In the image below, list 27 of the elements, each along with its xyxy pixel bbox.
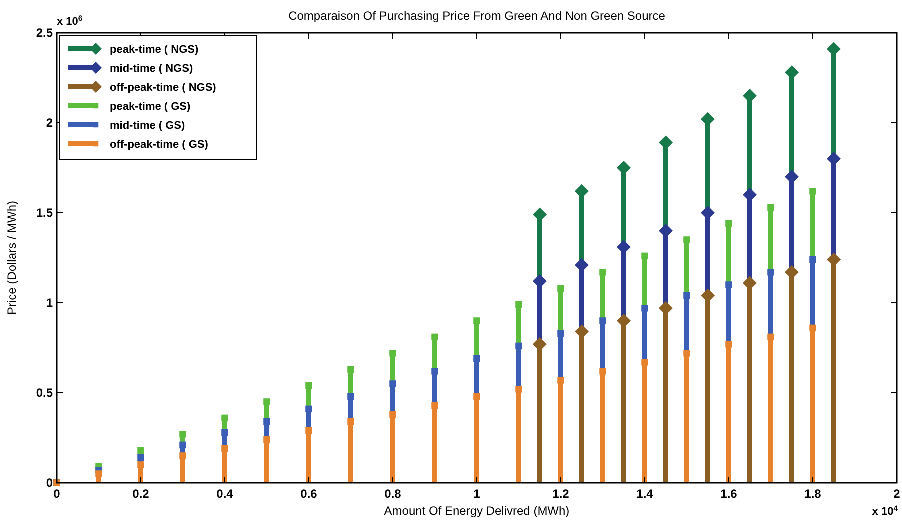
legend-label: peak-time ( NGS) [110,44,199,56]
x-tick-label: 0.2 [132,487,150,501]
y-tick-label: 2 [46,116,54,130]
y-tick-label: 0.5 [36,386,54,400]
x-tick-label: 2 [894,487,901,501]
x-tick-label: 0.6 [300,487,318,501]
x-axis-title: Amount Of Energy Delivred (MWh) [384,504,570,518]
legend-label: off-peak-time ( NGS) [110,82,217,94]
chart-title: Comparaison Of Purchasing Price From Green And Non Green Source [288,9,666,23]
x-tick-label: 1.8 [804,487,822,501]
x-tick-label: 1 [474,487,481,501]
y-tick-label: 2.5 [36,26,54,40]
text: x 10$^{4}$ [872,504,899,518]
x-tick-label: 1.4 [636,487,654,501]
legend-label: peak-time ( GS) [110,101,192,113]
x-tick-label: 1.2 [552,487,570,501]
legend-label: mid-time ( NGS) [110,63,194,75]
legend-label: mid-time ( GS) [110,120,186,132]
y-tick-label: 1 [46,296,54,310]
text: x 10$^{6}$ [57,14,83,28]
x-tick-label: 0.4 [216,487,234,501]
legend-label: off-peak-time ( GS) [110,139,209,151]
y-axis-title: Price (Dollars / MWh) [5,200,19,316]
y-tick-label: 1.5 [36,206,54,220]
x-tick-label: 0.8 [384,487,402,501]
y-tick-label: 0 [46,476,54,490]
x-tick-label: 1.6 [720,487,738,501]
